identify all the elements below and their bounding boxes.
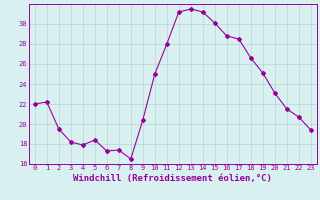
X-axis label: Windchill (Refroidissement éolien,°C): Windchill (Refroidissement éolien,°C) <box>73 174 272 183</box>
